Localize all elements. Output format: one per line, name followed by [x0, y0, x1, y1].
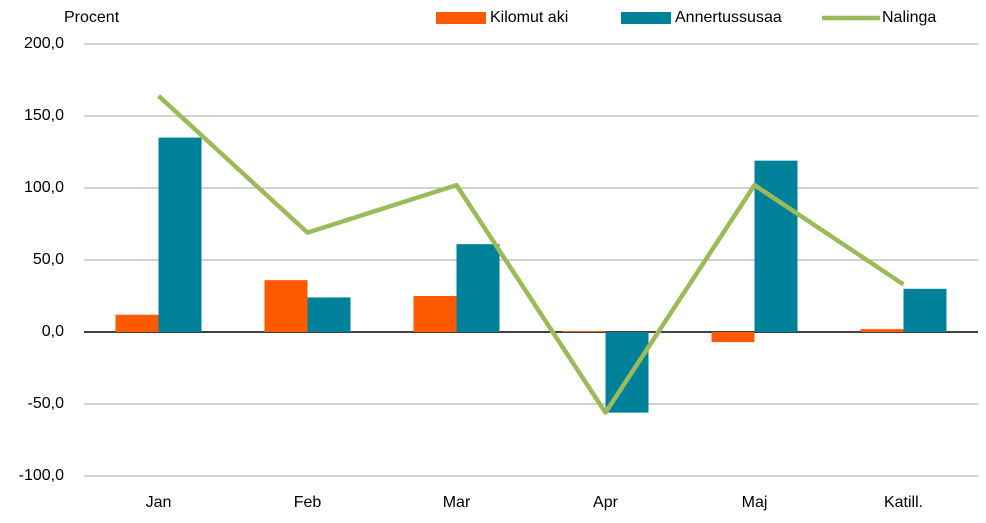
y-tick-label: -50,0	[28, 395, 65, 412]
y-tick-label: 50,0	[33, 251, 64, 268]
legend-label: Kilomut aki	[490, 9, 568, 26]
line	[156, 94, 905, 415]
bar	[264, 280, 308, 332]
y-axis-label: Procent	[64, 9, 120, 26]
y-tick-label: 100,0	[24, 179, 64, 196]
bar	[711, 332, 755, 343]
legend-label: Annertussusaa	[675, 9, 782, 26]
bar	[903, 288, 947, 332]
bar	[307, 297, 351, 332]
y-tick-label: -100,0	[19, 467, 64, 484]
x-tick-label: Katill.	[884, 494, 923, 511]
x-tick-label: Mar	[443, 494, 471, 511]
bar	[456, 244, 500, 332]
legend-swatch	[621, 12, 671, 24]
x-tick-label: Apr	[593, 494, 619, 511]
bar	[115, 314, 159, 332]
y-tick-label: 200,0	[24, 35, 64, 52]
bar	[562, 331, 606, 332]
bar	[413, 296, 457, 332]
x-tick-label: Jan	[146, 494, 172, 511]
y-tick-label: 150,0	[24, 107, 64, 124]
x-tick-label: Maj	[742, 494, 768, 511]
bar	[754, 160, 798, 332]
y-tick-label: 0,0	[42, 323, 64, 340]
legend-label: Nalinga	[882, 9, 936, 26]
x-tick-label: Feb	[294, 494, 322, 511]
legend-swatch	[436, 12, 486, 24]
bar	[158, 137, 202, 332]
bar	[860, 329, 904, 332]
